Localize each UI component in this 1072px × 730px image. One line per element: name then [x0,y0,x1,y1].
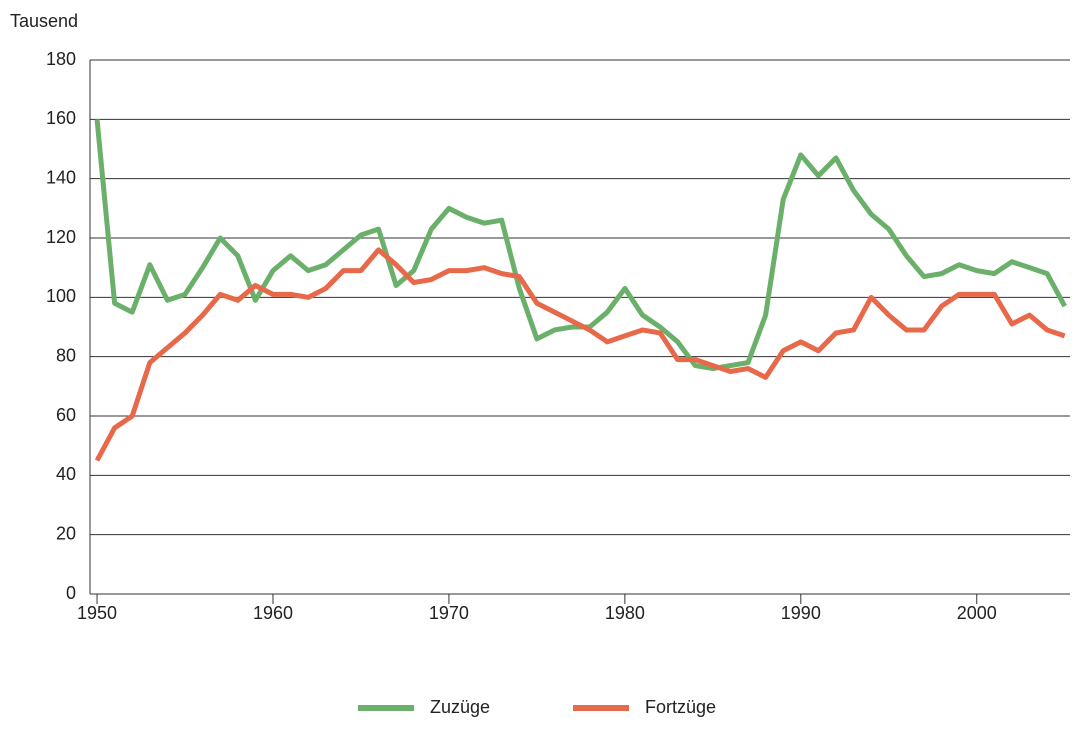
y-tick-label: 80 [56,345,76,365]
y-tick-label: 0 [66,583,76,603]
legend-label: Zuzüge [430,697,490,717]
y-tick-label: 140 [46,167,76,187]
x-tick-label: 1980 [605,603,645,623]
x-tick-label: 1950 [77,603,117,623]
y-tick-label: 120 [46,227,76,247]
x-tick-label: 2000 [957,603,997,623]
y-axis-label: Tausend [10,11,78,31]
y-tick-label: 20 [56,523,76,543]
x-tick-label: 1970 [429,603,469,623]
y-tick-label: 60 [56,405,76,425]
series-line [94,247,1066,462]
x-tick-label: 1990 [781,603,821,623]
x-tick-label: 1960 [253,603,293,623]
legend-label: Fortzüge [645,697,716,717]
y-tick-label: 180 [46,49,76,69]
y-tick-label: 40 [56,464,76,484]
y-tick-label: 100 [46,286,76,306]
y-tick-label: 160 [46,108,76,128]
